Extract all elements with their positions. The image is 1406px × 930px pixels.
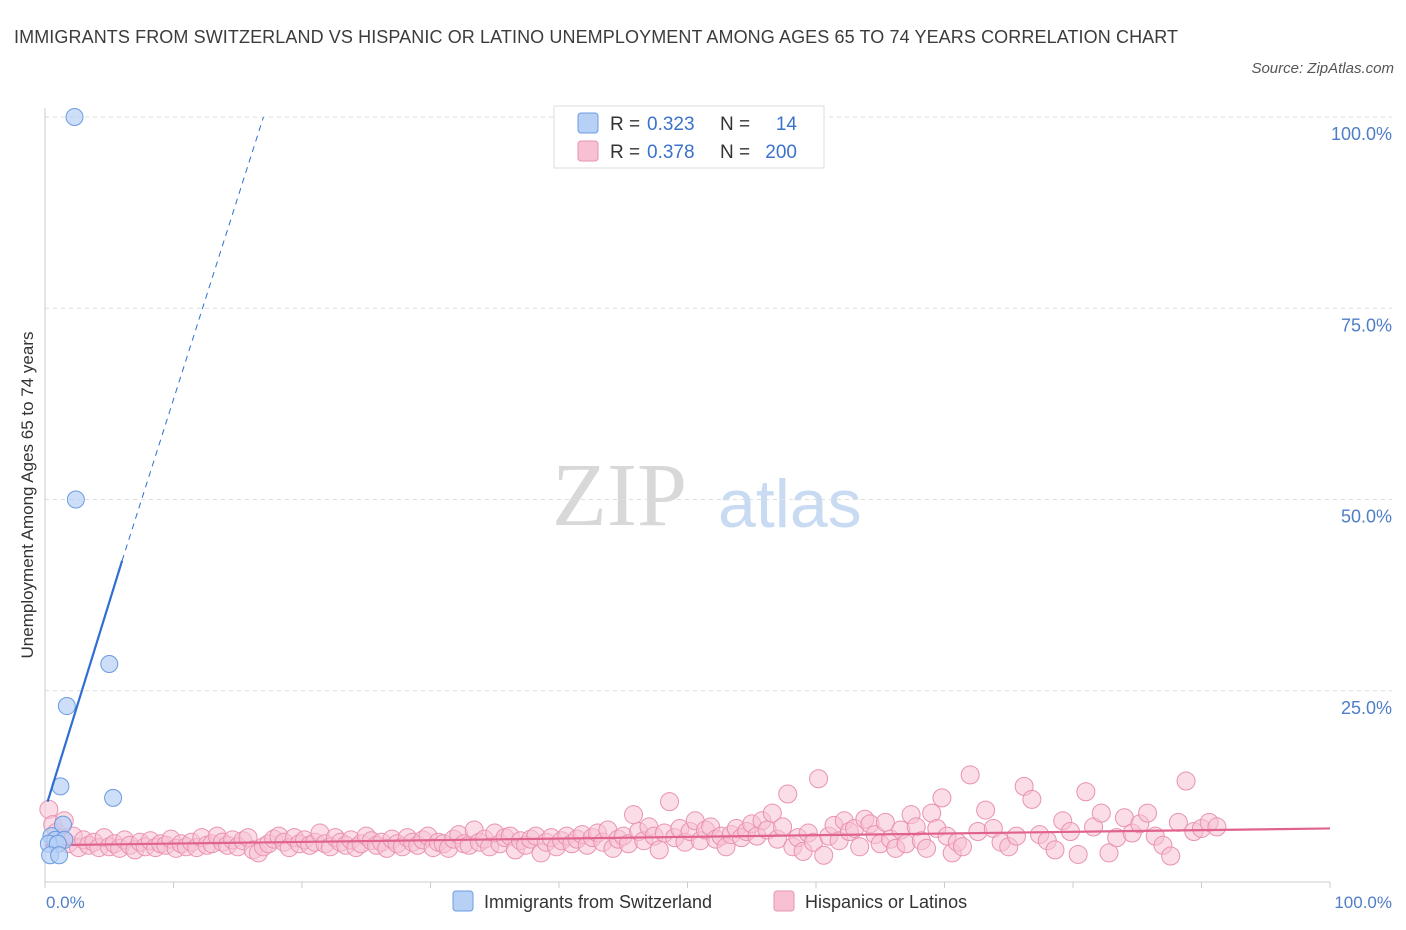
legend-r-value-1: 0.323 xyxy=(647,114,695,135)
legend-r-value-2: 0.378 xyxy=(647,142,695,163)
switzerland-trendline-solid xyxy=(46,560,124,803)
hispanics-trendline xyxy=(44,827,1331,847)
legend-r-label-1: R = xyxy=(610,114,640,135)
hispanics-point xyxy=(624,805,644,825)
switzerland-point xyxy=(104,788,123,807)
x-ticks xyxy=(44,882,1331,888)
hispanics-point xyxy=(778,784,798,804)
hispanics-point xyxy=(968,822,988,842)
hispanics-point xyxy=(1006,826,1026,846)
legend-swatch-blue xyxy=(577,112,599,134)
switzerland-point xyxy=(57,697,76,716)
hispanics-point xyxy=(932,788,952,808)
legend-n-value-1: 14 xyxy=(776,114,798,135)
legend-bottom-label-hispanics: Hispanics or Latinos xyxy=(805,892,967,912)
hispanics-point xyxy=(1099,843,1119,863)
hispanics-point xyxy=(1207,817,1227,837)
gridlines xyxy=(45,116,1392,692)
chart-title: IMMIGRANTS FROM SWITZERLAND VS HISPANIC … xyxy=(14,27,1179,47)
hispanics-point xyxy=(762,803,782,823)
hispanics-point xyxy=(1076,782,1096,802)
legend-bottom-label-switzerland: Immigrants from Switzerland xyxy=(484,892,712,912)
hispanics-point xyxy=(814,845,834,865)
x-tick-label-min: 0.0% xyxy=(46,893,85,912)
hispanics-points xyxy=(39,765,1227,866)
series-legend: Immigrants from Switzerland Hispanics or… xyxy=(452,890,967,912)
hispanics-point xyxy=(850,837,870,857)
legend-box xyxy=(553,105,825,169)
watermark-atlas: atlas xyxy=(718,466,862,542)
legend-n-label-2: N = xyxy=(720,142,750,163)
hispanics-point xyxy=(809,769,829,789)
axes xyxy=(44,108,1330,883)
watermark-zip: ZIP xyxy=(552,446,687,545)
correlation-legend: R = 0.323 N = 14 R = 0.378 N = 200 xyxy=(553,105,825,169)
hispanics-point xyxy=(1161,846,1181,866)
legend-bottom-swatch-blue xyxy=(452,890,474,912)
y-axis-label: Unemployment Among Ages 65 to 74 years xyxy=(18,332,37,659)
hispanics-point xyxy=(976,800,996,820)
x-tick-label-max: 100.0% xyxy=(1334,893,1392,912)
switzerland-trendline xyxy=(46,116,264,803)
hispanics-point xyxy=(1168,812,1188,832)
hispanics-point xyxy=(773,817,793,837)
hispanics-point xyxy=(1176,771,1196,791)
hispanics-point xyxy=(1138,803,1158,823)
hispanics-point xyxy=(896,834,916,854)
legend-n-value-2: 200 xyxy=(765,142,797,163)
hispanics-point xyxy=(660,792,680,812)
y-tick-labels: 100.0% 75.0% 50.0% 25.0% xyxy=(1331,124,1392,718)
hispanics-trendline-line xyxy=(44,827,1331,847)
legend-r-label-2: R = xyxy=(610,142,640,163)
hispanics-point xyxy=(1045,840,1065,860)
source-credit: Source: ZipAtlas.com xyxy=(1251,60,1394,77)
hispanics-point xyxy=(1022,789,1042,809)
legend-swatch-pink xyxy=(577,140,599,162)
switzerland-trendline-dashed xyxy=(121,116,264,561)
y-tick-label: 75.0% xyxy=(1341,315,1392,335)
switzerland-point xyxy=(100,654,119,673)
switzerland-point xyxy=(66,490,85,509)
hispanics-point xyxy=(1068,844,1088,864)
hispanics-point xyxy=(1091,803,1111,823)
switzerland-point xyxy=(50,846,69,865)
hispanics-point xyxy=(649,840,669,860)
y-tick-label: 25.0% xyxy=(1341,698,1392,718)
hispanics-point xyxy=(952,837,972,857)
switzerland-point xyxy=(65,108,84,126)
hispanics-point xyxy=(917,838,937,858)
y-tick-label: 100.0% xyxy=(1331,124,1392,144)
legend-n-label-1: N = xyxy=(720,114,750,135)
y-tick-label: 50.0% xyxy=(1341,507,1392,527)
legend-bottom-swatch-pink xyxy=(773,890,795,912)
hispanics-point xyxy=(960,765,980,785)
switzerland-points xyxy=(39,108,123,865)
